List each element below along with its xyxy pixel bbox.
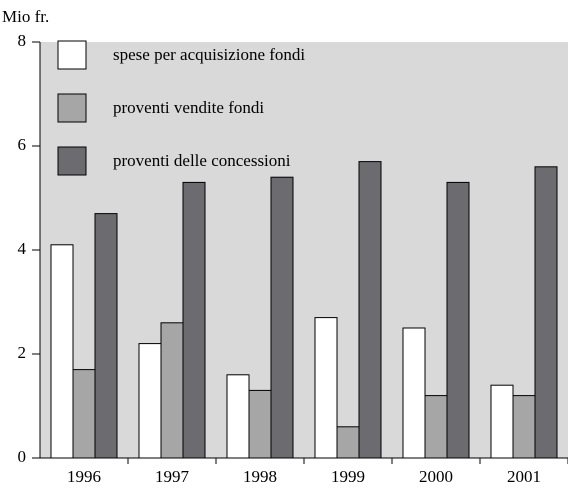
legend-label: spese per acquisizione fondi <box>113 45 305 64</box>
x-tick-label: 1999 <box>331 467 365 486</box>
bar <box>270 176 294 459</box>
y-tick-label: 2 <box>18 343 27 362</box>
bar <box>490 384 514 459</box>
bar <box>424 395 448 459</box>
legend-swatch <box>57 93 87 123</box>
bar <box>50 244 74 459</box>
x-tick-label: 2000 <box>419 467 453 486</box>
legend-label: proventi delle concessioni <box>113 151 291 170</box>
bar <box>248 389 272 459</box>
legend-label: proventi vendite fondi <box>113 98 264 117</box>
x-tick-label: 1998 <box>243 467 277 486</box>
bar <box>512 395 536 459</box>
bar <box>160 322 184 459</box>
bar <box>402 327 426 459</box>
legend-swatch <box>57 146 87 176</box>
bar <box>336 426 360 459</box>
bar <box>226 374 250 459</box>
x-tick-label: 2001 <box>507 467 541 486</box>
y-tick-label: 8 <box>18 31 27 50</box>
bar <box>446 181 470 459</box>
plot-background <box>40 42 568 458</box>
bar <box>182 181 206 459</box>
x-tick-label: 1997 <box>155 467 190 486</box>
bar <box>314 317 338 459</box>
y-tick-label: 4 <box>18 239 27 258</box>
y-tick-label: 0 <box>18 447 27 466</box>
bar <box>534 166 558 459</box>
bar <box>138 343 162 459</box>
x-tick-label: 1996 <box>67 467 101 486</box>
bar <box>94 213 118 459</box>
legend-swatch <box>57 40 87 70</box>
y-axis-label: Mio fr. <box>2 7 49 26</box>
bar <box>358 161 382 459</box>
bar <box>72 369 96 459</box>
y-tick-label: 6 <box>18 135 27 154</box>
